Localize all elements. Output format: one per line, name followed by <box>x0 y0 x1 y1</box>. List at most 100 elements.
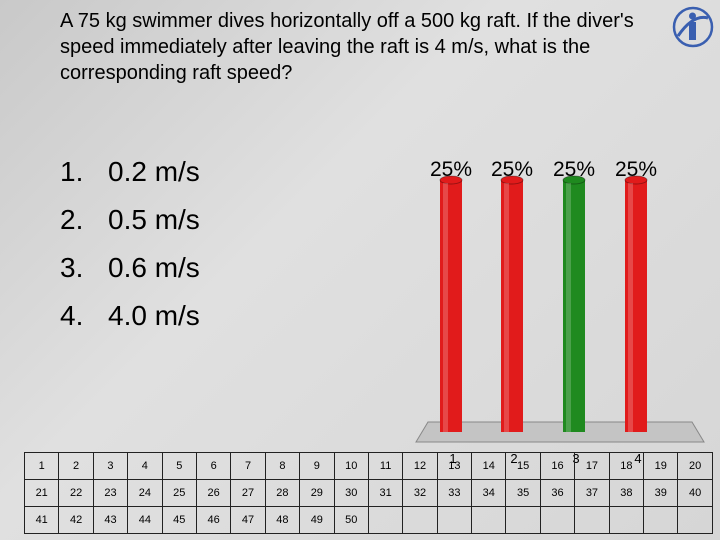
grid-cell <box>677 506 713 534</box>
grid-cell: 1 <box>23 452 60 480</box>
grid-cell <box>471 506 507 534</box>
grid-cell: 11 <box>367 452 404 480</box>
question-text: A 75 kg swimmer dives horizontally off a… <box>60 10 634 84</box>
chart-bar-4 <box>624 175 648 432</box>
grid-cell: 41 <box>23 506 60 534</box>
grid-cell: 49 <box>299 506 335 534</box>
chart-bar-cap <box>562 175 586 185</box>
grid-cell: 17 <box>574 452 610 480</box>
grid-cell: 42 <box>58 506 94 534</box>
answer-number: 3. <box>60 252 84 283</box>
grid-cell <box>402 506 438 534</box>
chart-bar-highlight <box>443 183 448 432</box>
grid-cell: 47 <box>230 506 266 534</box>
grid-cell: 2 <box>58 452 94 480</box>
grid-cell: 50 <box>333 506 369 534</box>
chart-bar-cap <box>439 175 463 185</box>
answer-number: 4. <box>60 300 84 331</box>
grid-cell <box>608 506 645 534</box>
grid-cell: 30 <box>333 479 369 507</box>
grid-cell: 22 <box>58 479 94 507</box>
grid-cell: 18 <box>608 452 645 480</box>
chart-bar <box>440 180 462 432</box>
grid-cell: 45 <box>161 506 197 534</box>
chart-bar <box>625 180 647 432</box>
grid-cell: 10 <box>333 452 369 480</box>
answer-option-1: 1. 0.2 m/s <box>60 148 200 196</box>
grid-cell <box>539 506 576 534</box>
answer-text: 0.5 m/s <box>108 204 200 235</box>
grid-cell: 36 <box>539 479 576 507</box>
grid-cell: 12 <box>402 452 438 480</box>
answer-option-2: 2. 0.5 m/s <box>60 196 200 244</box>
grid-cell: 14 <box>471 452 507 480</box>
grid-cell: 27 <box>230 479 266 507</box>
answer-text: 0.6 m/s <box>108 252 200 283</box>
grid-cell: 9 <box>299 452 335 480</box>
answer-text: 4.0 m/s <box>108 300 200 331</box>
grid-cell: 25 <box>161 479 197 507</box>
grid-cell: 21 <box>23 479 60 507</box>
grid-cell: 7 <box>230 452 266 480</box>
grid-cell <box>643 506 679 534</box>
chart-bar <box>501 180 523 432</box>
chart-value-label: 25% <box>615 158 657 181</box>
grid-cell: 43 <box>92 506 129 534</box>
grid-cell: 19 <box>643 452 679 480</box>
grid-cell: 35 <box>505 479 541 507</box>
grid-cell: 5 <box>161 452 197 480</box>
grid-cell: 40 <box>677 479 713 507</box>
grid-cell: 8 <box>264 452 301 480</box>
grid-cell: 3 <box>92 452 129 480</box>
chart-bar-1 <box>439 175 463 432</box>
grid-cell: 23 <box>92 479 129 507</box>
grid-cell: 38 <box>608 479 645 507</box>
grid-cell: 46 <box>195 506 232 534</box>
chart-bar-highlight <box>566 183 571 432</box>
grid-cell: 6 <box>195 452 232 480</box>
chart-bar-highlight <box>628 183 633 432</box>
grid-cell: 4 <box>127 452 163 480</box>
chart-value-label: 25% <box>491 158 533 181</box>
grid-cell: 37 <box>574 479 610 507</box>
answer-number: 2. <box>60 204 84 235</box>
grid-cell: 33 <box>436 479 473 507</box>
grid-cell: 15 <box>505 452 541 480</box>
answer-list: 1. 0.2 m/s 2. 0.5 m/s 3. 0.6 m/s 4. 4.0 m/s <box>60 148 200 340</box>
answer-text: 0.2 m/s <box>108 156 200 187</box>
grid-row: 21 22 23 24 25 26 27 28 29 30 31 32 33 34 35 36 37 38 39 40 <box>23 479 713 507</box>
grid-row: 1 2 3 4 5 6 7 8 9 10 11 12 13 14 15 16 17 18 19 20 <box>23 452 713 480</box>
responder-grid: 1 2 3 4 5 6 7 8 9 10 11 12 13 14 15 16 17 18 19 20 21 22 23 24 2… <box>23 452 713 534</box>
grid-cell: 16 <box>539 452 576 480</box>
grid-cell: 48 <box>264 506 301 534</box>
answer-option-3: 3. 0.6 m/s <box>60 244 200 292</box>
chart-bar-2 <box>500 175 524 432</box>
grid-cell: 13 <box>436 452 473 480</box>
chart-bar-3 <box>562 175 586 432</box>
grid-cell: 26 <box>195 479 232 507</box>
grid-cell <box>574 506 610 534</box>
grid-cell: 44 <box>127 506 163 534</box>
grid-cell <box>436 506 473 534</box>
response-chart: 25%125%225%325%4 <box>415 158 705 466</box>
chart-value-label: 25% <box>430 158 472 181</box>
grid-row: 41 42 43 44 45 46 47 48 49 50 <box>23 506 713 534</box>
chart-value-label: 25% <box>553 158 595 181</box>
logo-icon <box>672 6 714 48</box>
grid-cell: 29 <box>299 479 335 507</box>
chart-bar-cap <box>500 175 524 185</box>
grid-cell: 34 <box>471 479 507 507</box>
grid-cell: 20 <box>677 452 713 480</box>
grid-cell: 32 <box>402 479 438 507</box>
answer-number: 1. <box>60 156 84 187</box>
grid-cell: 24 <box>127 479 163 507</box>
chart-bar-cap <box>624 175 648 185</box>
grid-cell <box>505 506 541 534</box>
grid-cell: 39 <box>643 479 679 507</box>
grid-cell <box>367 506 404 534</box>
grid-cell: 31 <box>367 479 404 507</box>
answer-option-4: 4. 4.0 m/s <box>60 292 200 340</box>
chart-bar-highlight <box>504 183 509 432</box>
chart-bar <box>563 180 585 432</box>
grid-cell: 28 <box>264 479 301 507</box>
